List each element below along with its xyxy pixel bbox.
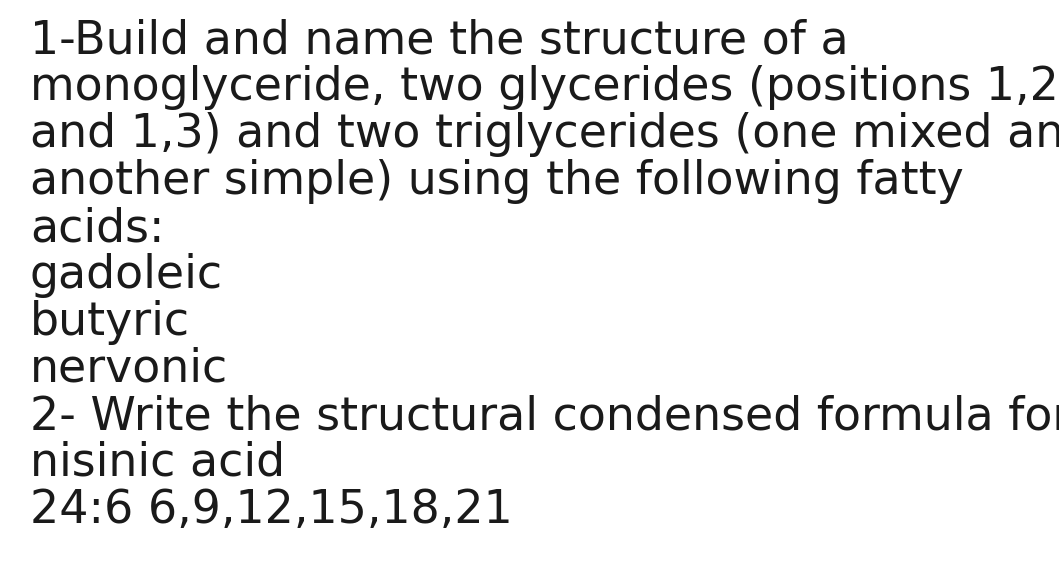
Text: another simple) using the following fatty: another simple) using the following fatt… xyxy=(30,159,964,204)
Text: acids:: acids: xyxy=(30,206,164,251)
Text: 2- Write the structural condensed formula for: 2- Write the structural condensed formul… xyxy=(30,394,1059,439)
Text: nisinic acid: nisinic acid xyxy=(30,441,285,486)
Text: 1-Build and name the structure of a: 1-Build and name the structure of a xyxy=(30,18,848,63)
Text: 24:6 6,9,12,15,18,21: 24:6 6,9,12,15,18,21 xyxy=(30,488,513,533)
Text: monoglyceride, two glycerides (positions 1,2: monoglyceride, two glycerides (positions… xyxy=(30,65,1059,110)
Text: nervonic: nervonic xyxy=(30,347,229,392)
Text: gadoleic: gadoleic xyxy=(30,253,223,298)
Text: butyric: butyric xyxy=(30,300,191,345)
Text: and 1,3) and two triglycerides (one mixed and: and 1,3) and two triglycerides (one mixe… xyxy=(30,112,1059,157)
